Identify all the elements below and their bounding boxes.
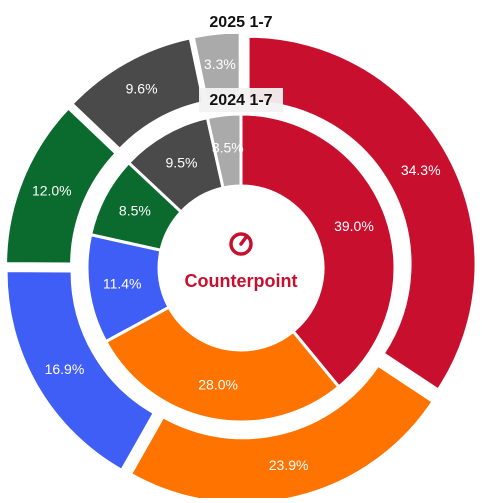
- value-label: 34.3%: [401, 162, 441, 178]
- value-label: 39.0%: [334, 218, 374, 234]
- value-label: 23.9%: [269, 457, 309, 473]
- series-label-bg: [199, 10, 283, 34]
- value-label: 11.4%: [103, 275, 142, 291]
- donut-segment: [205, 112, 243, 190]
- donut-segment: [69, 36, 206, 152]
- value-label: 8.5%: [119, 203, 151, 219]
- donut-segment: [246, 34, 478, 393]
- value-label: 28.0%: [198, 377, 238, 393]
- series-name: 2025 1-7: [209, 14, 272, 31]
- donut-segment: [128, 363, 436, 503]
- series-name: 2024 1-7: [209, 92, 272, 109]
- donut-segment: [239, 112, 397, 390]
- donut-segment: [4, 269, 157, 473]
- value-label: 9.5%: [166, 154, 198, 170]
- donut-segment: [4, 105, 119, 266]
- value-label: 9.6%: [126, 81, 158, 97]
- logo-icon: [229, 232, 253, 256]
- donut-segment: [103, 305, 341, 424]
- value-label: 16.9%: [45, 361, 85, 377]
- value-label: 3.5%: [212, 139, 244, 155]
- logo-icon-hand: [239, 234, 249, 246]
- series-label-bg: [199, 88, 283, 112]
- center-text: Counterpoint: [185, 271, 298, 291]
- value-label: 12.0%: [32, 182, 72, 198]
- series-label: 2025 1-7: [199, 10, 283, 34]
- value-label: 3.3%: [204, 56, 236, 72]
- series-label: 2024 1-7: [199, 88, 283, 112]
